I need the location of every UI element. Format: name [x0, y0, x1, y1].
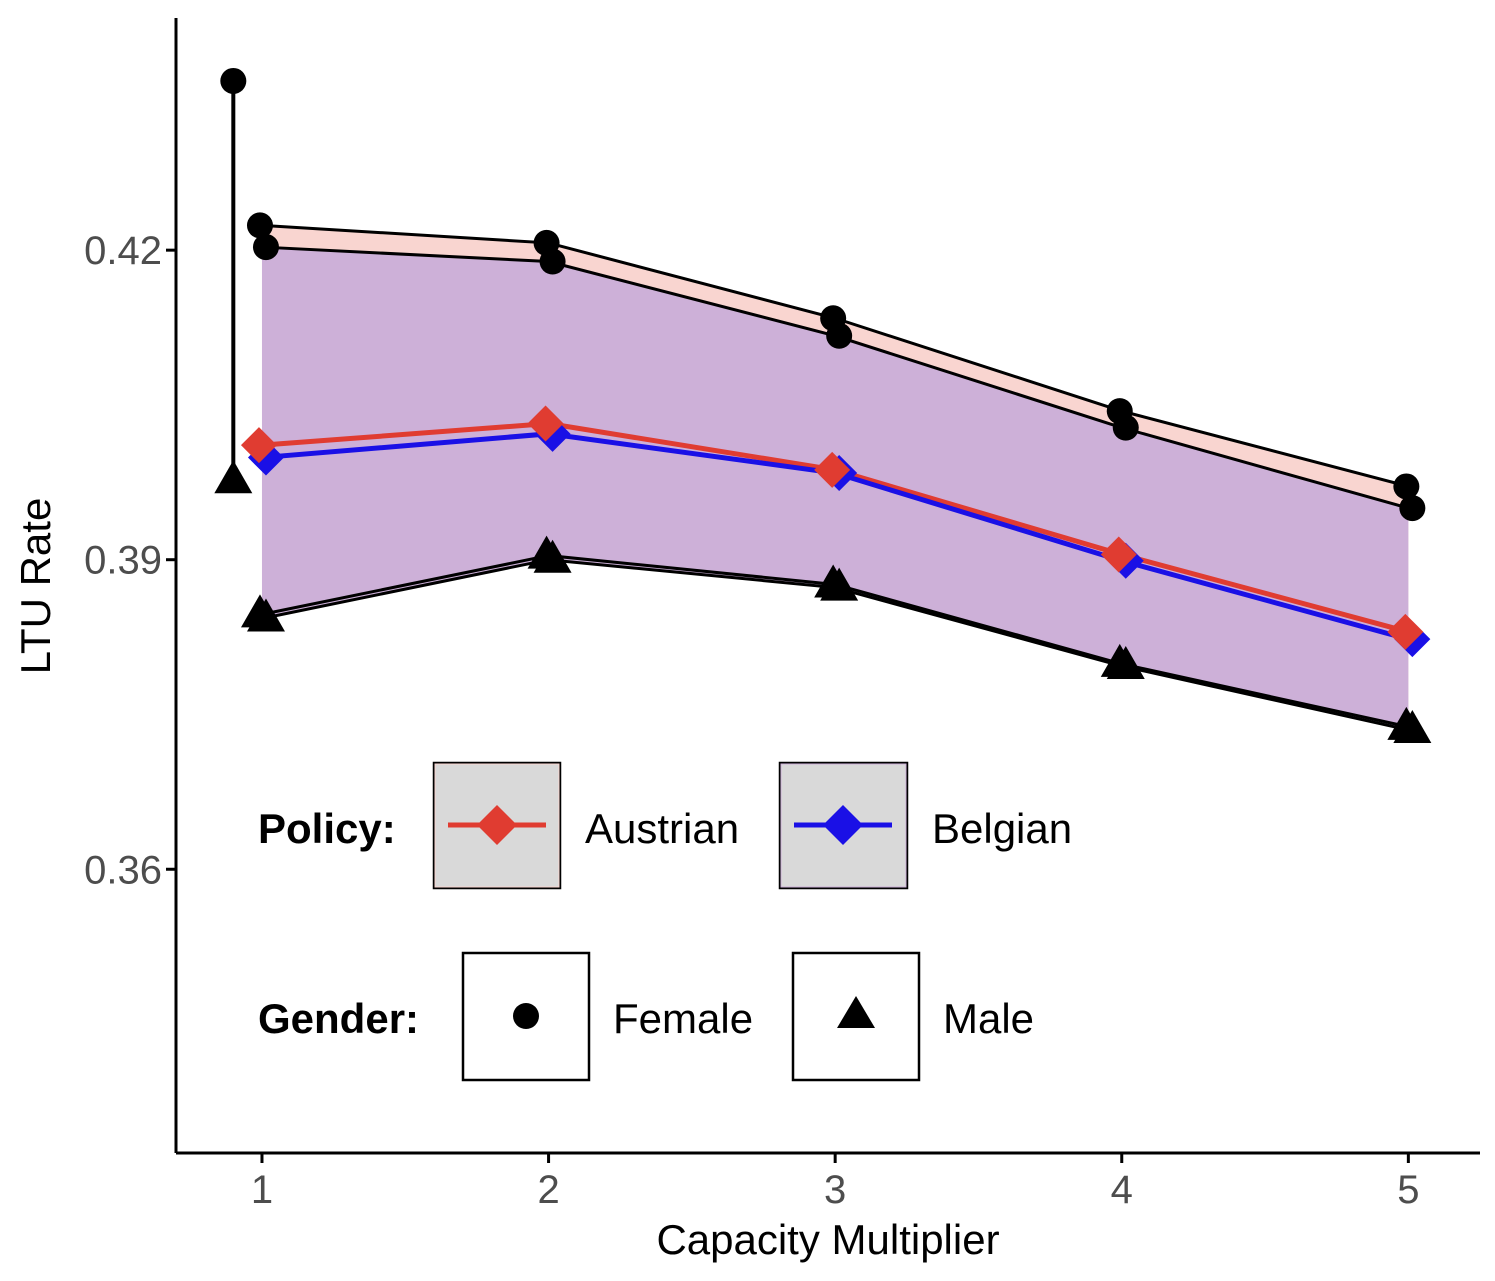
female-point-austrian-5: [1393, 473, 1420, 500]
female-point-belgian-4: [1112, 414, 1139, 441]
reference-male-point: [214, 460, 253, 494]
legend-label-male: Male: [943, 995, 1034, 1042]
diamond-austrian-3: [814, 451, 851, 488]
legend-key-austrian: [432, 761, 562, 890]
diamond-austrian-1: [240, 427, 277, 464]
legend-policy-title: Policy:: [258, 805, 396, 852]
circle-icon: [513, 1003, 539, 1029]
female-point-belgian-5: [1399, 495, 1426, 522]
legend-label-female: Female: [613, 995, 753, 1042]
y-axis-title: LTU Rate: [12, 498, 59, 675]
legend-key-male: [791, 951, 921, 1082]
y-tick-label-0.39: 0.39: [84, 539, 162, 583]
y-ticks: 0.36 0.39 0.42: [84, 229, 176, 892]
female-point-belgian-1: [252, 234, 279, 261]
y-tick-label-0.36: 0.36: [84, 848, 162, 892]
x-tick-label-3: 3: [824, 1168, 846, 1212]
reference-female-point: [220, 67, 247, 94]
legend-key-female: [461, 951, 591, 1082]
legend-gender-title: Gender:: [258, 995, 419, 1042]
male-point-belgian-4: [1106, 645, 1145, 679]
diamond-austrian-4: [1100, 536, 1137, 573]
male-point-belgian-1: [246, 598, 285, 632]
diamond-austrian-5: [1387, 613, 1424, 650]
female-point-belgian-3: [826, 322, 853, 349]
male-point-belgian-5: [1393, 709, 1432, 743]
austrian-diamond-icon: [477, 805, 517, 845]
legend-key-belgian: [778, 761, 909, 890]
legend-label-belgian: Belgian: [932, 805, 1072, 852]
x-ticks: 1 2 3 4 5: [251, 1153, 1419, 1212]
x-tick-label-5: 5: [1397, 1168, 1419, 1212]
x-tick-label-2: 2: [537, 1168, 559, 1212]
marker-layer: [214, 67, 1432, 743]
x-tick-label-1: 1: [251, 1168, 273, 1212]
triangle-icon: [837, 996, 875, 1028]
male-point-belgian-3: [820, 567, 859, 601]
x-axis-title: Capacity Multiplier: [656, 1216, 999, 1263]
belgian-diamond-icon: [823, 805, 863, 845]
female-point-belgian-2: [539, 248, 566, 275]
diamond-austrian-2: [527, 405, 564, 442]
y-tick-label-0.42: 0.42: [84, 229, 162, 273]
female-point-austrian-1: [246, 212, 273, 239]
ribbon-belgian: [261, 247, 1409, 730]
male-point-belgian-2: [533, 539, 572, 573]
x-tick-label-4: 4: [1111, 1168, 1133, 1212]
legend-label-austrian: Austrian: [585, 805, 739, 852]
legend: Policy: Austrian Belgian Gender: Female …: [258, 761, 1072, 1082]
